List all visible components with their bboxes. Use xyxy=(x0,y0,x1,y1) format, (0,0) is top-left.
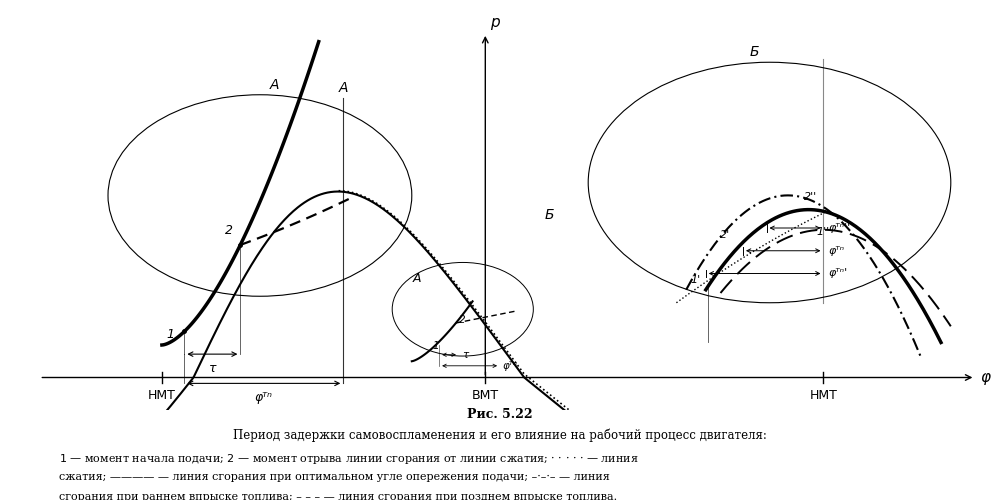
Text: Б: Б xyxy=(544,208,554,222)
Text: φᵀⁿ': φᵀⁿ' xyxy=(828,268,847,278)
Text: p: p xyxy=(490,14,500,30)
Text: 1': 1' xyxy=(691,275,701,285)
Text: φ: φ xyxy=(980,370,990,385)
Text: φᵀⁿ'': φᵀⁿ'' xyxy=(828,223,850,233)
Text: А: А xyxy=(270,78,279,92)
Text: 1'': 1'' xyxy=(816,228,830,237)
Text: Рис. 5.22: Рис. 5.22 xyxy=(467,408,533,421)
Text: $\it{1}$ — момент начала подачи; $\it{2}$ — момент отрыва линии сгорания от лини: $\it{1}$ — момент начала подачи; $\it{2}… xyxy=(59,452,639,466)
Text: сжатия; ———— — линия сгорания при оптимальном угле опережения подачи; –·–·– — ли: сжатия; ———— — линия сгорания при оптима… xyxy=(59,472,610,482)
Text: φᵀⁿ: φᵀⁿ xyxy=(503,361,518,371)
Text: 2: 2 xyxy=(224,224,232,237)
Text: НМТ: НМТ xyxy=(148,389,176,402)
Text: τ: τ xyxy=(462,350,468,360)
Text: 1: 1 xyxy=(433,342,440,351)
Text: НМТ: НМТ xyxy=(809,389,837,402)
Text: φᵀⁿ: φᵀⁿ xyxy=(828,246,844,256)
Text: Б: Б xyxy=(750,45,760,59)
Text: 2': 2' xyxy=(720,230,730,239)
Text: сгорания при раннем впрыске топлива; – – – — линия сгорания при позднем впрыске : сгорания при раннем впрыске топлива; – –… xyxy=(59,492,617,500)
Text: Период задержки самовоспламенения и его влияние на рабочий процесс двигателя:: Период задержки самовоспламенения и его … xyxy=(233,428,767,442)
Text: 1: 1 xyxy=(167,328,175,341)
Text: А: А xyxy=(338,80,348,95)
Text: ВМТ: ВМТ xyxy=(472,389,499,402)
Text: τ: τ xyxy=(209,362,216,375)
Text: А: А xyxy=(412,272,421,285)
Text: φᵀⁿ: φᵀⁿ xyxy=(255,391,273,404)
Text: 2: 2 xyxy=(459,316,466,326)
Text: 2'': 2'' xyxy=(804,192,817,202)
